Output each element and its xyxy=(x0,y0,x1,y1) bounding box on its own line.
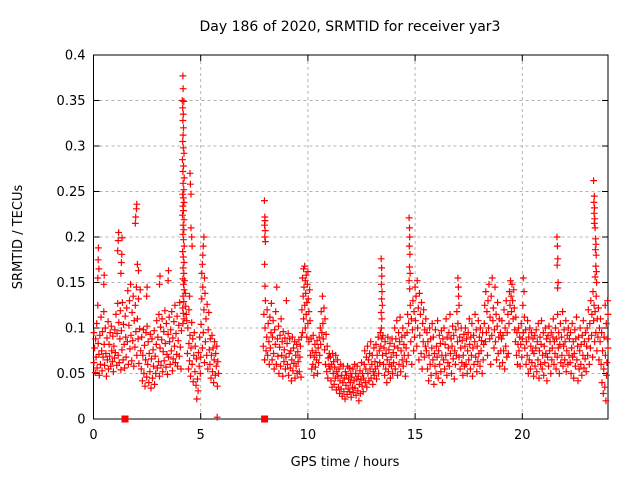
y-tick-label: 0.25 xyxy=(57,185,86,200)
y-tick-label: 0.2 xyxy=(65,231,86,246)
x-tick-label: 10 xyxy=(300,428,317,443)
y-tick-label: 0.15 xyxy=(57,276,86,291)
chart-title: Day 186 of 2020, SRMTID for receiver yar… xyxy=(200,19,501,35)
x-tick-label: 15 xyxy=(407,428,424,443)
zero-marker xyxy=(121,415,129,423)
tick-label-layer: 0 5 10 15 20 0 0.05 0.1 0.15 0.2 0.25 0.3 0.35 0.4 xyxy=(57,49,531,444)
x-tick-label: 5 xyxy=(197,428,205,443)
data-layer xyxy=(90,72,612,423)
scatter-points xyxy=(90,72,612,421)
y-tick-label: 0.3 xyxy=(65,140,86,155)
y-tick-label: 0.35 xyxy=(57,94,86,109)
axes-layer xyxy=(93,54,609,420)
y-tick-label: 0 xyxy=(77,413,85,428)
y-axis-label: SRMTID / TECUs xyxy=(11,185,26,290)
x-axis-label: GPS time / hours xyxy=(291,455,400,470)
x-tick-label: 20 xyxy=(514,428,531,443)
zero-marker xyxy=(261,415,269,423)
grid-layer xyxy=(93,55,608,419)
y-tick-label: 0.05 xyxy=(57,367,86,382)
x-tick-label: 0 xyxy=(89,428,97,443)
y-tick-label: 0.1 xyxy=(65,322,86,337)
y-tick-label: 0.4 xyxy=(65,49,86,64)
